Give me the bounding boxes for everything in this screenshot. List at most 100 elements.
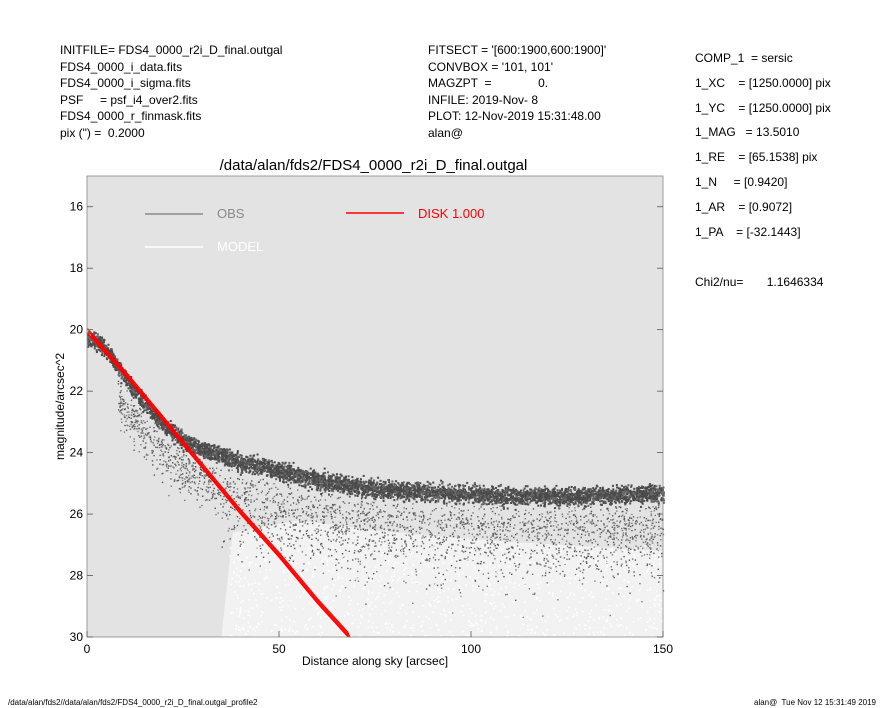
obs-point-white [273,623,276,626]
obs-point-faint [257,493,259,495]
obs-point-white [590,591,593,593]
obs-point-faint [250,499,252,501]
obs-point-white [273,554,276,557]
obs-point-faint [626,509,628,512]
obs-point-white [522,623,525,626]
obs-point-faint [477,525,479,527]
obs-point-white [371,591,374,594]
obs-point-faint [563,575,566,577]
obs-point-faint [573,514,575,516]
obs-point-faint [252,515,254,517]
obs-point-faint [568,511,570,513]
obs-point-faint [285,511,287,513]
obs-point-white [512,601,514,603]
obs-point-white [237,615,240,617]
obs-point-faint [462,525,465,528]
obs-point-faint [127,407,129,409]
obs-point-faint [376,506,378,508]
obs-point-faint [363,523,366,525]
obs-point-faint [440,507,443,510]
obs-point-white [654,558,656,560]
obs-point-white [581,587,583,589]
obs-point-faint [647,545,650,548]
obs-point-faint [482,524,484,526]
obs-point-white [432,611,435,614]
obs-point-faint [122,398,124,401]
obs-point-faint [249,490,251,492]
obs-point-faint [611,519,614,521]
obs-point-white [485,610,488,613]
obs-point-faint [600,531,603,534]
obs-point-faint [654,514,656,517]
obs-point-faint [277,538,279,540]
obs-point-white [538,587,541,589]
obs-point-faint [279,505,281,508]
obs-point-white [612,615,615,617]
obs-point-faint [462,510,464,512]
obs-point-white [653,618,656,620]
obs-point-faint [235,496,238,498]
obs-point-faint [316,516,318,518]
obs-point-white [342,558,345,560]
obs-point-white [261,621,264,623]
obs-point [327,493,330,496]
obs-point-faint [416,551,418,553]
obs-point-faint [286,496,289,498]
obs-point-white [348,603,350,605]
obs-point-faint [243,500,246,503]
obs-point-faint [423,536,425,539]
obs-point-faint [297,499,299,501]
obs-point-faint [298,519,301,521]
obs-point-white [439,574,441,577]
obs-point-faint [172,466,174,468]
obs-point [481,488,484,491]
obs-point-white [250,588,253,591]
obs-point-faint [556,553,558,555]
obs-point-faint [395,556,397,558]
obs-point-faint [149,436,152,439]
obs-point-faint [215,467,218,469]
obs-point-faint [199,480,201,482]
obs-point-faint [188,462,191,464]
obs-point-faint [185,462,187,465]
obs-point-faint [541,574,544,577]
obs-point-faint [278,506,280,508]
obs-point [422,498,425,501]
obs-point-faint [443,540,445,543]
obs-point-faint [584,534,587,536]
obs-point [110,348,113,351]
obs-point-faint [533,549,536,552]
obs-point-faint [614,532,616,534]
obs-point-white [359,635,361,638]
obs-point-white [635,547,638,550]
obs-point-white [485,593,488,596]
obs-point-faint [200,472,202,474]
obs-point-faint [159,444,161,446]
obs-point-faint [546,582,548,584]
obs-point-faint [320,519,322,521]
obs-point-faint [438,558,440,561]
obs-point-white [410,552,412,555]
obs-point-white [536,556,539,559]
obs-point-faint [612,541,615,544]
obs-point-faint [552,525,555,527]
obs-point-faint [346,526,348,528]
obs-point-white [237,597,239,599]
obs-point-faint [538,514,541,516]
obs-point-faint [405,555,407,558]
obs-point-faint [268,518,270,520]
obs-point-faint [628,522,631,524]
obs-point-white [429,604,432,607]
obs-point-faint [380,511,382,513]
obs-point-faint [194,462,196,464]
obs-point-faint [536,537,538,539]
obs-point-faint [367,517,369,519]
obs-point-faint [283,524,286,526]
obs-point-faint [139,436,141,438]
obs-point-faint [338,562,340,564]
obs-point-faint [135,409,137,411]
obs-point-faint [454,550,456,552]
obs-point-faint [140,420,143,422]
obs-point-white [646,570,649,573]
obs-point-faint [536,532,539,535]
